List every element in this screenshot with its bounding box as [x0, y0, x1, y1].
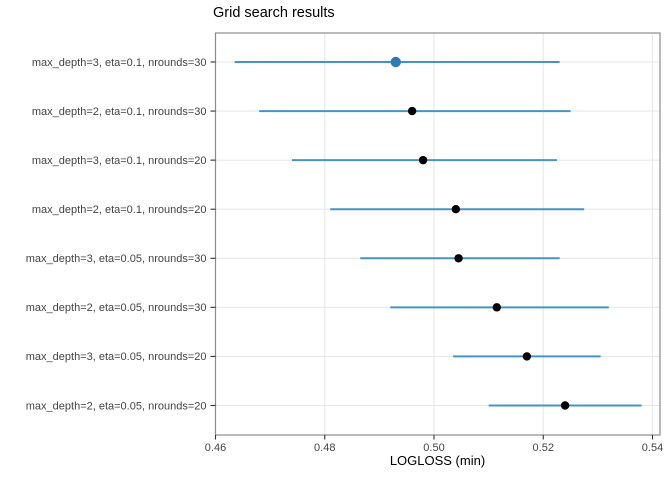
point [451, 205, 461, 214]
panel-border [214, 32, 661, 436]
y-axis-category-label: max_depth=2, eta=0.1, nrounds=30 [32, 106, 207, 118]
point [407, 106, 417, 116]
y-axis-category-label: max_depth=2, eta=0.05, nrounds=30 [26, 302, 207, 314]
x-axis-tick-label: 0.52 [533, 442, 554, 454]
highlight-point [390, 56, 401, 68]
point [454, 254, 463, 263]
y-axis-category-label: max_depth=3, eta=0.05, nrounds=20 [26, 351, 207, 363]
y-axis-category-label: max_depth=3, eta=0.1, nrounds=30 [32, 57, 207, 69]
point [418, 155, 428, 165]
x-axis-tick-label: 0.48 [314, 442, 335, 454]
y-axis-category-label: max_depth=2, eta=0.1, nrounds=20 [32, 204, 207, 216]
y-axis-category-label: max_depth=2, eta=0.05, nrounds=20 [26, 400, 207, 412]
point [522, 352, 532, 361]
point [492, 303, 502, 312]
x-axis-title: LOGLOSS (min) [389, 453, 486, 468]
x-axis-tick-label: 0.54 [642, 442, 663, 454]
y-axis-category-label: max_depth=3, eta=0.1, nrounds=20 [32, 155, 207, 167]
x-axis-tick-label: 0.46 [205, 442, 226, 454]
x-axis-tick-label: 0.50 [423, 442, 444, 454]
y-axis-category-label: max_depth=3, eta=0.05, nrounds=30 [26, 253, 207, 265]
point [560, 401, 570, 410]
chart-title: Grid search results [213, 5, 335, 21]
